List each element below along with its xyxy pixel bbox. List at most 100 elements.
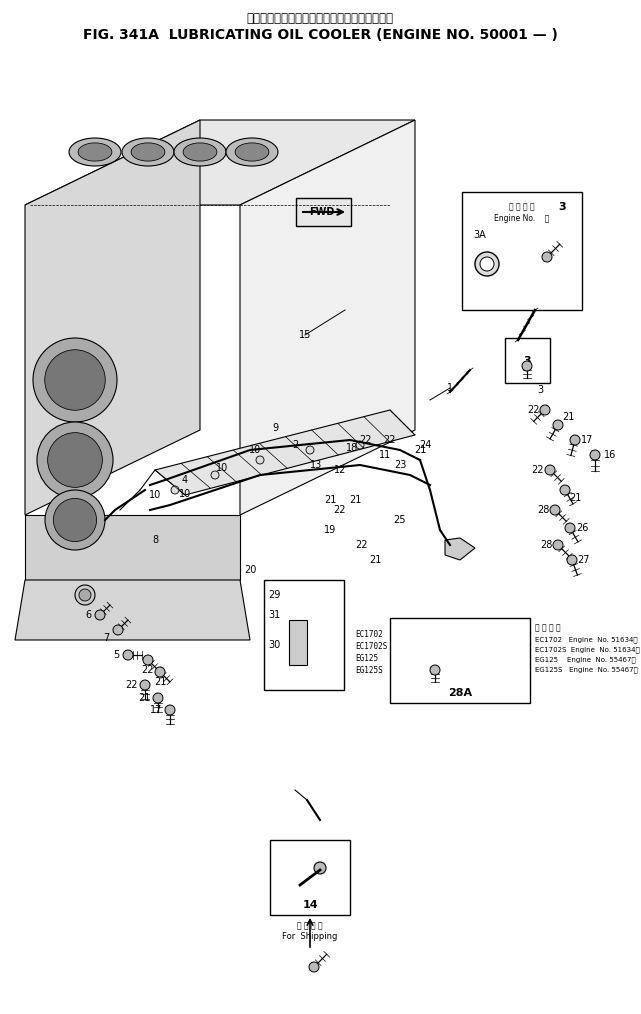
Text: 17: 17 — [581, 435, 593, 445]
Text: 3A: 3A — [474, 230, 487, 240]
Bar — [264, 580, 344, 690]
Text: 3: 3 — [524, 356, 531, 365]
Text: 22: 22 — [125, 680, 137, 690]
Text: EG125S   Engine  No. 55467～: EG125S Engine No. 55467～ — [535, 666, 638, 672]
Polygon shape — [240, 120, 415, 515]
Polygon shape — [25, 120, 200, 515]
Text: 21: 21 — [324, 495, 336, 505]
Text: 24: 24 — [419, 440, 431, 450]
Circle shape — [542, 252, 552, 262]
Text: ルーブリケーティングオイルクーラ　適用号機: ルーブリケーティングオイルクーラ 適用号機 — [247, 11, 394, 24]
Text: 2: 2 — [292, 440, 298, 450]
Ellipse shape — [235, 143, 269, 161]
Text: EG125    Engine  No. 55467～: EG125 Engine No. 55467～ — [535, 656, 636, 662]
Text: 10: 10 — [249, 445, 261, 455]
Text: 17: 17 — [150, 705, 162, 715]
Circle shape — [95, 610, 105, 620]
Polygon shape — [445, 538, 475, 560]
Circle shape — [47, 433, 103, 488]
Text: 10: 10 — [149, 490, 161, 500]
Text: 28A: 28A — [448, 689, 472, 698]
Text: 変 替 部 品: 変 替 部 品 — [297, 921, 323, 930]
Text: EG125: EG125 — [355, 654, 378, 663]
Circle shape — [560, 485, 570, 495]
Circle shape — [75, 585, 95, 605]
Text: EC1702S  Engine  No. 51634～: EC1702S Engine No. 51634～ — [535, 646, 640, 653]
Text: 適 用 号 機: 適 用 号 機 — [535, 623, 561, 632]
Text: 27: 27 — [578, 555, 590, 565]
Text: 31: 31 — [268, 610, 280, 620]
Text: 3: 3 — [558, 202, 566, 212]
Text: 20: 20 — [244, 565, 256, 575]
Bar — [296, 198, 351, 226]
Text: 19: 19 — [324, 525, 336, 535]
Circle shape — [123, 650, 133, 660]
Polygon shape — [25, 515, 240, 580]
Text: 21: 21 — [349, 495, 361, 505]
Text: 29: 29 — [268, 590, 280, 600]
Text: FWD: FWD — [310, 207, 335, 217]
Text: For  Shipping: For Shipping — [282, 932, 338, 941]
Text: 22: 22 — [359, 435, 371, 445]
Text: 5: 5 — [113, 650, 119, 660]
Text: EC1702: EC1702 — [355, 630, 383, 639]
Circle shape — [155, 667, 165, 677]
Text: EC1702S: EC1702S — [355, 642, 387, 651]
Text: FIG. 341A  LUBRICATING OIL COOLER (ENGINE NO. 50001 — ): FIG. 341A LUBRICATING OIL COOLER (ENGINE… — [83, 28, 558, 42]
Polygon shape — [25, 120, 415, 205]
Text: 21: 21 — [154, 677, 166, 687]
Text: 28: 28 — [540, 540, 552, 550]
Circle shape — [522, 361, 532, 371]
Text: Engine No.    ～: Engine No. ～ — [494, 214, 550, 223]
Circle shape — [79, 589, 91, 601]
Text: 15: 15 — [299, 330, 311, 340]
Polygon shape — [15, 580, 250, 640]
Text: 10: 10 — [179, 489, 191, 499]
Text: 7: 7 — [103, 633, 109, 643]
Circle shape — [356, 441, 364, 449]
Text: 21: 21 — [138, 693, 150, 703]
Text: 6: 6 — [85, 610, 91, 620]
Circle shape — [113, 625, 123, 635]
Circle shape — [553, 540, 563, 550]
Text: 14: 14 — [302, 900, 318, 910]
Ellipse shape — [183, 143, 217, 161]
Circle shape — [553, 420, 563, 430]
Text: 22: 22 — [334, 505, 346, 515]
Circle shape — [590, 450, 600, 460]
Text: 22: 22 — [142, 665, 154, 675]
Text: 4: 4 — [182, 475, 188, 485]
Text: 30: 30 — [268, 640, 280, 650]
Bar — [390, 618, 530, 703]
Text: 22: 22 — [532, 465, 544, 475]
Text: 12: 12 — [334, 465, 346, 475]
Text: 10: 10 — [216, 463, 228, 473]
Text: 11: 11 — [379, 450, 391, 460]
Circle shape — [143, 655, 153, 665]
Circle shape — [45, 490, 105, 550]
Ellipse shape — [131, 143, 165, 161]
Text: 16: 16 — [604, 450, 616, 460]
Text: 22: 22 — [527, 405, 539, 415]
Circle shape — [567, 555, 577, 565]
Circle shape — [33, 338, 117, 422]
Text: 適 用 号 機: 適 用 号 機 — [509, 202, 535, 211]
Circle shape — [211, 470, 219, 479]
Circle shape — [45, 350, 105, 411]
Bar — [505, 338, 550, 383]
Circle shape — [140, 680, 150, 690]
Bar — [462, 192, 582, 310]
Ellipse shape — [226, 138, 278, 166]
Text: 22: 22 — [356, 540, 368, 550]
Text: 22: 22 — [384, 435, 396, 445]
Text: 1: 1 — [447, 383, 453, 393]
Circle shape — [306, 446, 314, 454]
Circle shape — [153, 693, 163, 703]
Text: 13: 13 — [310, 460, 322, 470]
Circle shape — [37, 422, 113, 498]
Text: 28: 28 — [537, 505, 549, 515]
Circle shape — [540, 405, 550, 415]
Circle shape — [480, 257, 494, 271]
Bar — [270, 840, 350, 915]
Circle shape — [171, 486, 179, 494]
